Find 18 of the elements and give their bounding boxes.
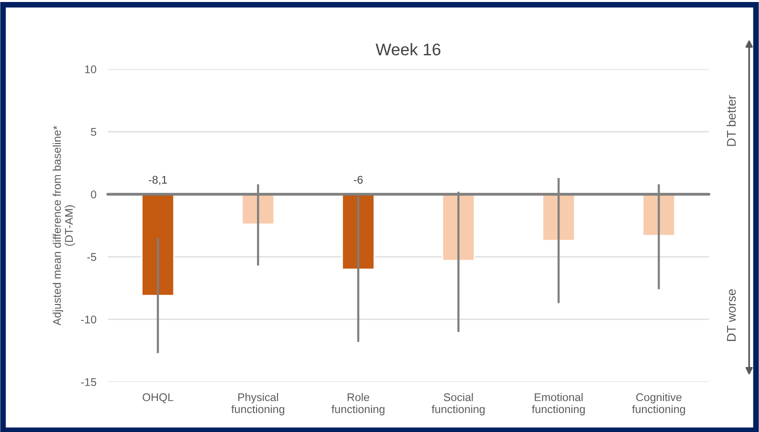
text: DT better: [726, 95, 736, 146]
text: DT worse: [727, 289, 736, 341]
y-tick-label: 10: [85, 65, 96, 74]
data-label: -8,1: [148, 176, 167, 186]
x-tick-label: Physical functioning: [231, 393, 284, 416]
y-tick-label: 5: [90, 128, 96, 136]
chart-title: Week 16: [376, 43, 440, 56]
x-tick-label: OHQL: [142, 393, 174, 404]
x-tick-label: Role functioning: [332, 393, 384, 416]
y-tick-label: 0: [90, 190, 96, 198]
y-tick-label: -15: [81, 378, 96, 386]
x-tick-label: Social functioning: [432, 393, 485, 416]
data-label: -6: [354, 176, 363, 184]
y-axis-title: Adjusted mean difference from baseline* (DT-AM): [52, 126, 76, 326]
x-tick-label: Emotional functioning: [532, 393, 585, 416]
y-tick-label: -10: [81, 316, 96, 324]
x-tick-label: Cognitive functioning: [632, 393, 685, 416]
y-tick-label: -5: [87, 253, 96, 261]
